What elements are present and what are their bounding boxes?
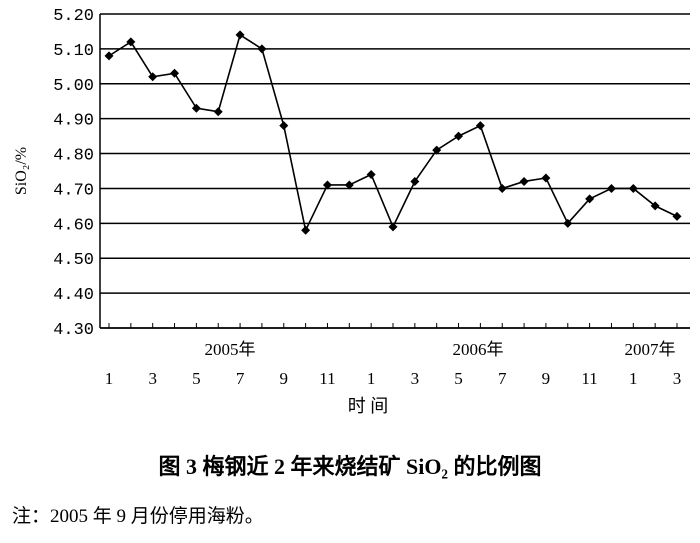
data-point [322, 180, 332, 190]
data-point [213, 107, 223, 117]
data-point [628, 183, 638, 193]
x-tick-label: 7 [236, 369, 245, 388]
data-point [344, 180, 354, 190]
y-tick-label: 4.50 [53, 251, 94, 270]
x-tick-label: 7 [498, 369, 507, 388]
y-tick-label: 5.00 [53, 77, 94, 96]
x-tick-label: 11 [319, 369, 335, 388]
data-point [104, 51, 114, 61]
data-point [432, 145, 442, 155]
x-tick-label: 3 [411, 369, 420, 388]
y-axis-label: SiO₂/% [13, 147, 30, 195]
data-point [497, 183, 507, 193]
x-tick-label: 1 [105, 369, 114, 388]
data-point [126, 37, 136, 47]
data-point [475, 121, 485, 131]
y-tick-label: 5.20 [53, 7, 94, 26]
x-tick-label: 11 [581, 369, 597, 388]
x-axis-label: 时 间 [348, 396, 389, 416]
data-point [541, 173, 551, 183]
y-tick-label: 4.30 [53, 321, 94, 340]
y-tick-label: 4.90 [53, 112, 94, 131]
year-label: 2005年 [205, 340, 256, 359]
y-tick-label: 4.60 [53, 216, 94, 235]
year-label: 2007年 [625, 340, 676, 359]
data-point [563, 218, 573, 228]
data-point [279, 121, 289, 131]
x-tick-label: 3 [673, 369, 682, 388]
data-point [454, 131, 464, 141]
x-tick-label: 5 [192, 369, 201, 388]
data-point [519, 176, 529, 186]
data-point [170, 68, 180, 78]
x-tick-label: 3 [148, 369, 157, 388]
y-tick-label: 5.10 [53, 42, 94, 61]
data-point [672, 211, 682, 221]
data-point [410, 176, 420, 186]
data-point [235, 30, 245, 40]
y-tick-label: 4.40 [53, 286, 94, 305]
data-point [148, 72, 158, 82]
data-point [650, 201, 660, 211]
y-tick-label: 4.80 [53, 147, 94, 166]
data-point [366, 169, 376, 179]
data-point [191, 103, 201, 113]
note: 注：2005 年 9 月份停用海粉。 [12, 505, 264, 527]
x-tick-label: 5 [454, 369, 463, 388]
data-point [606, 183, 616, 193]
data-point [257, 44, 267, 54]
y-tick-label: 4.70 [53, 181, 94, 200]
data-point [585, 194, 595, 204]
x-tick-label: 1 [367, 369, 376, 388]
year-label: 2006年 [453, 340, 504, 359]
x-tick-label: 9 [280, 369, 289, 388]
data-point [301, 225, 311, 235]
data-point [388, 222, 398, 232]
caption: 图 3 梅钢近 2 年来烧结矿 SiO₂ 的比例图 [158, 454, 541, 479]
x-tick-label: 9 [542, 369, 551, 388]
x-tick-label: 1 [629, 369, 638, 388]
